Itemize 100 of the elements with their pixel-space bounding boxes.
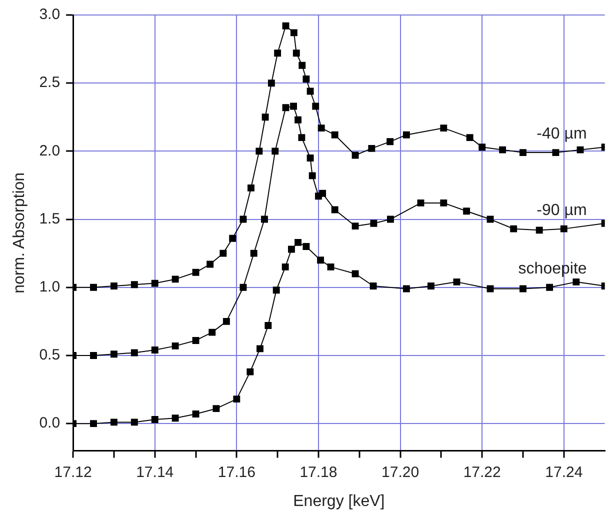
point	[256, 345, 264, 352]
point	[220, 250, 227, 257]
series-label: -90 µm	[536, 202, 587, 219]
y-tick-label: 1.5	[39, 210, 60, 228]
point	[560, 225, 568, 232]
point	[130, 349, 138, 356]
point	[172, 414, 179, 422]
point	[290, 102, 297, 110]
point	[274, 50, 282, 57]
point	[151, 346, 158, 354]
point	[261, 216, 268, 223]
point	[110, 282, 118, 290]
point	[294, 116, 302, 124]
point	[90, 352, 97, 359]
point	[90, 284, 97, 291]
point	[294, 238, 302, 246]
point	[499, 146, 506, 154]
point	[192, 337, 200, 344]
point	[402, 285, 410, 292]
point	[302, 243, 310, 250]
point	[130, 281, 138, 288]
point	[520, 149, 526, 156]
point	[262, 114, 269, 121]
point	[240, 216, 247, 223]
point	[370, 220, 378, 227]
point	[306, 154, 314, 162]
point	[212, 405, 220, 412]
x-tick-label: 17.18	[300, 464, 338, 481]
point	[246, 368, 254, 376]
point	[229, 234, 236, 242]
y-tick-label: 2.5	[39, 74, 60, 92]
point	[192, 268, 200, 276]
point	[317, 256, 324, 264]
point	[386, 138, 394, 146]
point	[206, 260, 214, 268]
x-tick-label: 17.22	[463, 464, 501, 481]
point	[172, 276, 179, 283]
point	[427, 282, 434, 290]
x-tick-label: 17.20	[382, 464, 420, 481]
point	[290, 29, 298, 36]
point	[368, 144, 376, 152]
point	[478, 144, 486, 151]
point	[298, 134, 306, 142]
point	[331, 206, 338, 214]
point	[282, 104, 290, 112]
point	[240, 284, 247, 291]
point	[386, 216, 394, 223]
point	[282, 263, 289, 270]
x-tick-label: 17.24	[545, 464, 583, 481]
point	[302, 76, 310, 82]
point	[130, 418, 138, 426]
y-axis-title: norm. Absorption	[11, 172, 28, 294]
point	[233, 396, 240, 403]
point	[222, 318, 230, 325]
point	[208, 328, 216, 336]
x-tick-label: 17.14	[136, 464, 174, 481]
point	[282, 22, 290, 30]
point	[272, 148, 279, 155]
point	[318, 124, 325, 132]
point	[268, 80, 275, 87]
y-tick-label: 2.0	[39, 142, 60, 160]
point	[312, 102, 320, 110]
point	[308, 172, 316, 180]
y-tick-label: 1.0	[39, 278, 60, 296]
point	[110, 350, 118, 358]
point	[306, 88, 314, 95]
point	[151, 280, 158, 287]
point	[572, 278, 580, 286]
point	[440, 199, 448, 206]
point	[417, 199, 424, 206]
point	[192, 410, 200, 418]
point	[90, 420, 97, 428]
point	[486, 216, 494, 223]
x-axis-title: Energy [keV]	[293, 492, 385, 510]
point	[466, 134, 474, 142]
point	[552, 149, 560, 156]
point	[402, 131, 410, 138]
point	[520, 285, 526, 292]
point	[546, 284, 554, 291]
x-tick-label: 17.12	[54, 464, 92, 481]
x-tick-label: 17.16	[218, 464, 256, 481]
point	[352, 270, 359, 278]
point	[327, 263, 334, 270]
point	[440, 124, 448, 132]
point	[298, 62, 306, 69]
point	[370, 282, 377, 290]
point	[331, 131, 338, 138]
point	[151, 416, 158, 423]
series-label: -40 µm	[536, 126, 587, 143]
point	[172, 342, 179, 350]
point	[264, 322, 272, 329]
point	[288, 246, 295, 253]
point	[453, 278, 460, 286]
point	[463, 208, 470, 215]
point	[536, 226, 543, 234]
point	[248, 184, 254, 192]
point	[110, 418, 118, 426]
y-tick-label: 0.5	[39, 346, 60, 364]
point	[256, 148, 263, 155]
point	[272, 286, 280, 294]
